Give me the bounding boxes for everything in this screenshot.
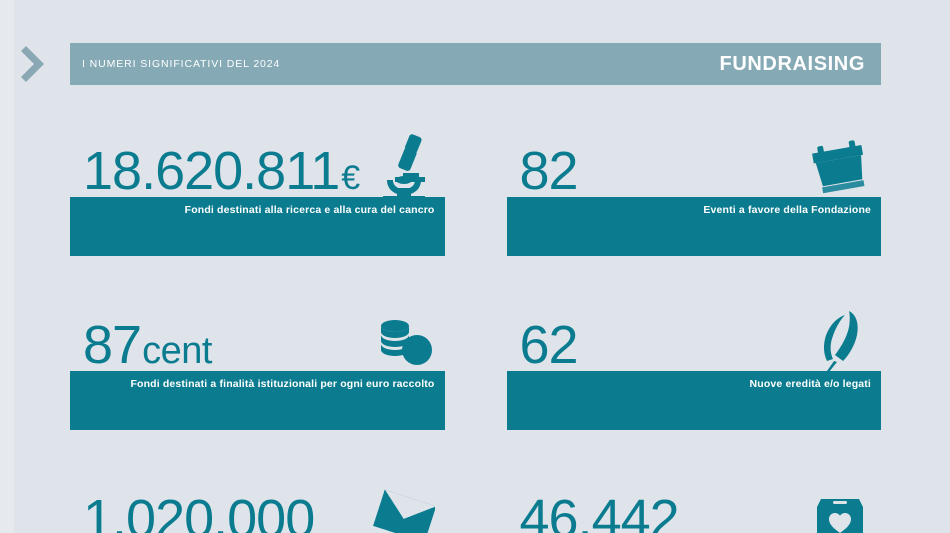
- calendar-icon: [807, 133, 873, 199]
- stat-label: Eventi a favore della Fondazione: [703, 204, 871, 216]
- stat-value-suffix: cent: [142, 330, 212, 373]
- stat-card-bar: Eventi a favore della Fondazione: [506, 197, 881, 256]
- stat-value-group: 87 cent: [70, 315, 212, 376]
- stat-card-top: 62: [507, 300, 882, 376]
- stat-card-events: 82 Eventi a favore della Fon: [506, 126, 882, 256]
- stat-value: 82: [519, 141, 579, 202]
- stat-label: Nuove eredità e/o legati: [749, 378, 871, 390]
- envelope-icon: [371, 481, 437, 533]
- microscope-icon: [371, 133, 437, 199]
- stat-card-letters-sent: 1.020.000 Lettere inviate ai sostenitori: [70, 474, 445, 533]
- header-bar: I NUMERI SIGNIFICATIVI DEL 2024 FUNDRAIS…: [70, 43, 881, 85]
- euro-sign-icon: €: [341, 159, 361, 198]
- stat-value-group: 62: [507, 315, 579, 376]
- stat-card-donations: 46.442 Donazioni ricevute: [507, 474, 882, 533]
- stats-row: 1.020.000 Lettere inviate ai sostenitori: [70, 474, 881, 533]
- stat-card-bar: Nuove eredità e/o legati: [506, 371, 881, 430]
- stat-value-group: 1.020.000: [70, 489, 315, 533]
- stat-value-group: 18.620.811 €: [70, 141, 361, 202]
- stat-value: 87: [83, 315, 142, 376]
- stat-card-top: 18.620.811 €: [70, 126, 445, 202]
- stat-value: 46.442: [519, 489, 680, 533]
- stat-card-top: 87 cent: [70, 300, 445, 376]
- header-eyebrow: I NUMERI SIGNIFICATIVI DEL 2024: [82, 58, 281, 70]
- stat-card-top: 1.020.000: [70, 474, 445, 533]
- page-header: I NUMERI SIGNIFICATIVI DEL 2024 FUNDRAIS…: [0, 43, 950, 85]
- donation-box-heart-icon: [807, 481, 873, 533]
- stat-value: 62: [519, 315, 579, 376]
- stat-value: 1.020.000: [83, 489, 315, 533]
- stat-label: Fondi destinati a finalità istituzionali…: [130, 378, 435, 390]
- quill-pen-icon: [807, 307, 873, 373]
- stat-value-group: 46.442: [507, 489, 680, 533]
- chevron-right-icon: [0, 43, 70, 85]
- stats-row: 87 cent Fondi dest: [70, 300, 881, 430]
- stat-card-bar: Fondi destinati alla ricerca e alla cura…: [70, 197, 445, 256]
- stat-card-bar: Fondi destinati a finalità istituzionali…: [70, 371, 445, 430]
- stat-card-top: 46.442: [507, 474, 882, 533]
- stat-value: 18.620.811: [83, 141, 340, 202]
- left-edge-strip: [0, 0, 14, 533]
- coins-icon: [371, 307, 437, 373]
- stat-card-funds-research: 18.620.811 €: [70, 126, 445, 256]
- stat-value-group: 82: [507, 141, 579, 202]
- page-title: FUNDRAISING: [719, 52, 865, 75]
- stat-card-cent-per-euro: 87 cent Fondi dest: [70, 300, 445, 430]
- stats-row: 18.620.811 €: [70, 126, 881, 256]
- stat-card-top: 82: [507, 126, 882, 202]
- stats-grid: 18.620.811 €: [70, 126, 881, 533]
- stat-label: Fondi destinati alla ricerca e alla cura…: [184, 204, 435, 216]
- stat-card-legacies: 62 Nuove eredità e/o legati: [506, 300, 882, 430]
